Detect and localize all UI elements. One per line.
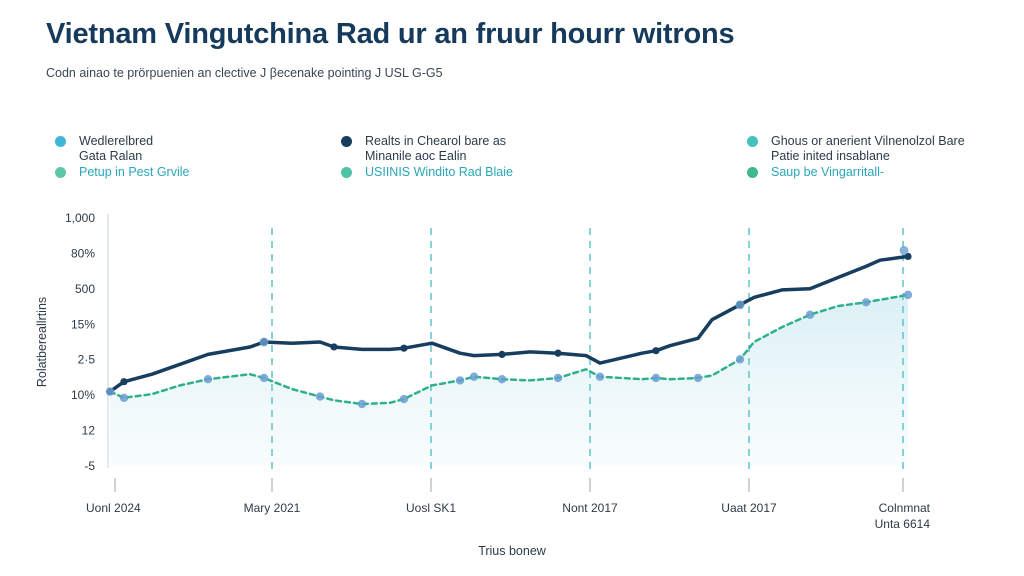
data-point-dashed: [693, 373, 703, 383]
data-point-dashed: [861, 298, 871, 307]
legend-label: Realts in Chearol bare as: [365, 134, 507, 148]
legend-item-5: Ghous or anerient Vilnenolzol Bare Patie…: [747, 134, 965, 164]
legend-label: Ghous or anerient Vilnenolzol Bare: [771, 134, 965, 148]
legend-label: Gata Ralan: [79, 149, 143, 163]
area-fill: [110, 294, 908, 466]
data-point-dashed: [119, 393, 129, 402]
data-point-solid: [498, 350, 506, 358]
x-tick-label: Uonl 2024: [86, 501, 141, 515]
series-line-dashed: [108, 293, 910, 406]
legend-label: Minanile aoc Ealin: [365, 149, 467, 163]
data-point-solid: [400, 344, 408, 352]
y-tick-label: 500: [75, 282, 95, 296]
chart-title: Vietnam Vingutchina Rad ur an fruur hour…: [46, 18, 735, 50]
data-point-end: [899, 245, 909, 255]
data-point-solid: [554, 349, 562, 357]
legend-dot-icon: [747, 167, 758, 178]
data-point-dashed: [469, 372, 479, 381]
data-point-dashed: [651, 373, 661, 383]
y-tick-label: 80%: [71, 246, 95, 260]
data-point-dashed: [735, 355, 745, 364]
data-point-solid: [652, 347, 660, 355]
y-tick-label: 10%: [71, 388, 95, 402]
legend-item-6: Saup be Vingarritall-: [747, 165, 884, 180]
data-point-dashed: [553, 373, 563, 383]
data-point-dashed: [805, 310, 815, 319]
legend-dot-icon: [55, 167, 66, 178]
legend-label: Petup in Pest Grvile: [79, 165, 190, 179]
x-tick-label: Mary 2021: [244, 501, 301, 515]
data-point-dashed: [399, 394, 409, 404]
legend-item-1: Wedlerelbred Gata Ralan: [55, 134, 153, 164]
y-axis-label: Rolatbereallrtins: [35, 297, 49, 387]
x-tick-labels: Uonl 2024 Mary 2021 Uosl SK1 Nont 2017 Uaat …: [86, 501, 931, 531]
legend-dot-icon: [55, 136, 66, 147]
series-markers: [105, 245, 913, 409]
data-point-highlight: [735, 300, 745, 310]
legend-dot-icon: [341, 167, 352, 178]
data-point-dashed: [357, 399, 367, 409]
data-point-dashed: [259, 373, 269, 383]
data-point-dashed: [497, 375, 507, 384]
legend-label: Saup be Vingarritall-: [771, 165, 885, 179]
area-under-series: [110, 294, 908, 466]
x-tick-label: Nont 2017: [562, 501, 618, 515]
legend-item-3: Realts in Chearol bare as Minanile aoc E…: [341, 134, 506, 164]
x-tick-label: Uosl SK1: [406, 501, 456, 515]
y-tick-label: 2·5: [78, 353, 96, 367]
data-point-dashed: [105, 387, 115, 396]
y-tick-label: 1,000: [65, 211, 95, 225]
data-point-dashed: [203, 375, 213, 384]
data-point-dashed: [315, 392, 325, 401]
series-lines: [108, 254, 910, 406]
data-point-solid: [330, 343, 338, 351]
legend-dot-icon: [341, 136, 352, 147]
x-tick-label: Colnmnat: [879, 501, 931, 515]
x-tick-label-extra: Unta 6614: [875, 517, 931, 531]
chart-subtitle: Codn ainao te prörpuenien an clective J …: [46, 66, 443, 80]
vertical-guides: [114, 228, 904, 492]
x-axis-label: Trius bonew: [478, 544, 547, 558]
y-tick-label: -5: [84, 459, 95, 473]
data-point-dashed: [595, 372, 605, 381]
legend-label: Patie inited insablane: [771, 149, 890, 163]
series-line-solid: [108, 254, 910, 394]
data-point-highlight: [259, 337, 269, 347]
y-tick-labels: 1,000 80% 500 15% 2·5 10% 12 -5: [65, 211, 95, 473]
data-point-solid: [120, 378, 128, 386]
legend-item-4: USIINIS Windito Rad Blaie: [341, 165, 513, 180]
data-point-dashed: [455, 376, 465, 385]
legend-item-2: Petup in Pest Grvile: [55, 165, 189, 180]
y-tick-label: 12: [82, 424, 96, 438]
y-tick-label: 15%: [71, 317, 95, 331]
data-point-solid: [904, 252, 912, 261]
x-tick-label: Uaat 2017: [721, 501, 777, 515]
legend-label: USIINIS Windito Rad Blaie: [365, 165, 513, 179]
data-point-dashed: [903, 290, 913, 300]
legend-dot-icon: [747, 136, 758, 147]
legend-label: Wedlerelbred: [79, 134, 154, 148]
